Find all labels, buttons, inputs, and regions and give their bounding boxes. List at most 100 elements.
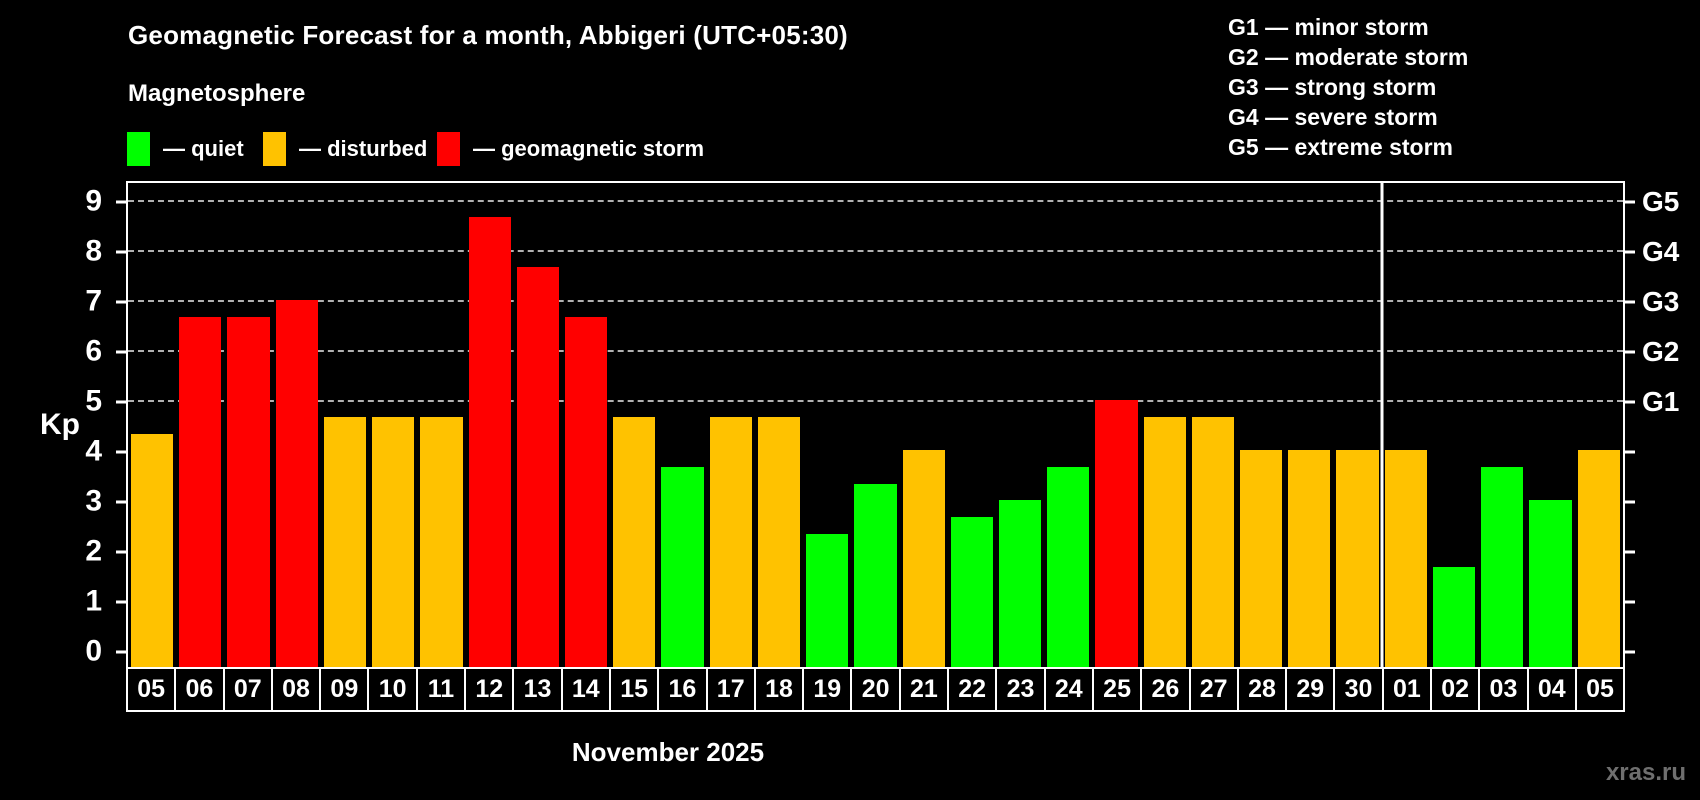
g-axis-tick	[1625, 250, 1635, 254]
date-cell: 22	[947, 667, 998, 712]
y-axis-tick	[116, 300, 126, 304]
kp-bar	[1481, 466, 1524, 668]
g-scale-line: G4 — severe storm	[1228, 104, 1438, 130]
bar-column-18	[755, 183, 803, 668]
g-level-label-g4: G4	[1642, 236, 1680, 267]
date-cell: 23	[995, 667, 1046, 712]
date-cell: 19	[802, 667, 853, 712]
g-scale-line: G3 — strong storm	[1228, 74, 1437, 100]
bar-column-08	[273, 183, 321, 668]
kp-bar	[1529, 500, 1572, 668]
kp-bar	[950, 516, 993, 668]
date-axis-row: 05 06 07 08 09 10 11 12 13 14 15 16 17 18 19 20 21 22 23 24…	[126, 667, 1626, 712]
date-cell: 25	[1091, 667, 1143, 712]
legend-item-storm: — geomagnetic storm	[437, 131, 704, 167]
date-cell: 03	[1478, 667, 1529, 712]
bar-column-19	[803, 183, 851, 668]
bar-column-10	[369, 183, 417, 668]
y-axis: 0 1 2 3 4 5 6 7 8 9	[0, 183, 126, 668]
bar-column-21	[900, 183, 948, 668]
gridline-kp-5	[128, 400, 1623, 402]
date-cell: 05	[1574, 667, 1626, 712]
y-axis-tick-label: 4	[85, 434, 102, 468]
bar-column-05	[128, 183, 176, 668]
g-level-label-g2: G2	[1642, 336, 1680, 367]
date-cell: 10	[367, 667, 418, 712]
kp-bar	[564, 316, 608, 668]
bar-column-11	[417, 183, 465, 668]
legend-item-label: — quiet	[163, 136, 244, 161]
date-cell: 13	[512, 667, 563, 712]
bar-column-28	[1237, 183, 1285, 668]
gridline-kp-6	[128, 350, 1623, 352]
date-cell: 28	[1236, 667, 1288, 712]
date-cell: 05	[126, 667, 177, 712]
y-axis-tick	[116, 650, 126, 654]
date-cell: 15	[608, 667, 660, 712]
date-cell: 21	[898, 667, 950, 712]
bar-column-29	[1285, 183, 1333, 668]
date-cell: 24	[1043, 667, 1094, 712]
g-scale-line: G1 — minor storm	[1228, 14, 1429, 40]
bar-column-26	[1141, 183, 1189, 668]
y-axis-tick	[116, 200, 126, 204]
gridline-kp-9	[128, 200, 1623, 202]
kp-bar	[709, 416, 752, 668]
plot-area	[126, 181, 1625, 670]
g-axis-tick	[1625, 650, 1635, 654]
y-axis-tick-label: 8	[85, 234, 102, 268]
bar-column-25	[1092, 183, 1140, 668]
g-level-label-g1: G1	[1642, 386, 1680, 417]
kp-bar	[420, 416, 463, 668]
y-axis-tick	[116, 550, 126, 554]
bar-column-07	[224, 183, 272, 668]
bar-column-13	[514, 183, 562, 668]
kp-bar	[323, 416, 367, 668]
g-axis-tick	[1625, 200, 1635, 204]
gridline-kp-8	[128, 250, 1623, 252]
y-axis-tick	[116, 250, 126, 254]
date-cell: 12	[464, 667, 515, 712]
month-label: November 2025	[571, 737, 765, 767]
month-separator-line	[1380, 183, 1384, 668]
bar-column-14	[562, 183, 610, 668]
g-axis-tick	[1625, 600, 1635, 604]
site-watermark: xras.ru	[1605, 759, 1686, 786]
kp-bar	[1143, 416, 1186, 668]
legend-item-label: — disturbed	[299, 136, 428, 161]
bar-column-17	[707, 183, 755, 668]
kp-bar	[613, 416, 656, 668]
kp-bar	[902, 450, 945, 668]
g-axis-tick	[1625, 300, 1635, 304]
chart-title: Geomagnetic Forecast for a month, Abbige…	[128, 20, 848, 50]
storm-color-swatch	[437, 132, 460, 166]
kp-bar	[1095, 400, 1138, 668]
date-cell: 30	[1333, 667, 1384, 712]
kp-bar	[854, 483, 897, 668]
kp-bar	[179, 316, 222, 668]
g-level-label-g3: G3	[1642, 286, 1680, 317]
date-cell: 14	[560, 667, 611, 712]
kp-bar	[275, 300, 318, 668]
bar-column-01	[1382, 183, 1430, 668]
date-cell: 18	[753, 667, 805, 712]
g-axis-tick	[1625, 500, 1635, 504]
g-scale-line: G5 — extreme storm	[1228, 134, 1453, 160]
date-cell: 01	[1381, 667, 1433, 712]
legend-item-disturbed: — disturbed	[263, 131, 427, 167]
kp-bar	[468, 216, 511, 668]
date-cell: 29	[1285, 667, 1336, 712]
kp-bar	[1047, 466, 1090, 668]
bar-column-09	[321, 183, 369, 668]
bar-column-20	[851, 183, 899, 668]
bar-column-30	[1333, 183, 1381, 668]
y-axis-tick	[116, 450, 126, 454]
y-axis-tick-label: 2	[85, 534, 102, 568]
disturbed-color-swatch	[263, 132, 286, 166]
legend-item-label: — geomagnetic storm	[473, 136, 705, 161]
y-axis-tick-label: 1	[85, 584, 102, 618]
y-axis-tick-label: 0	[85, 634, 102, 668]
bar-column-03	[1478, 183, 1526, 668]
magnetosphere-label: Magnetosphere	[128, 80, 306, 107]
y-axis-tick	[116, 500, 126, 504]
